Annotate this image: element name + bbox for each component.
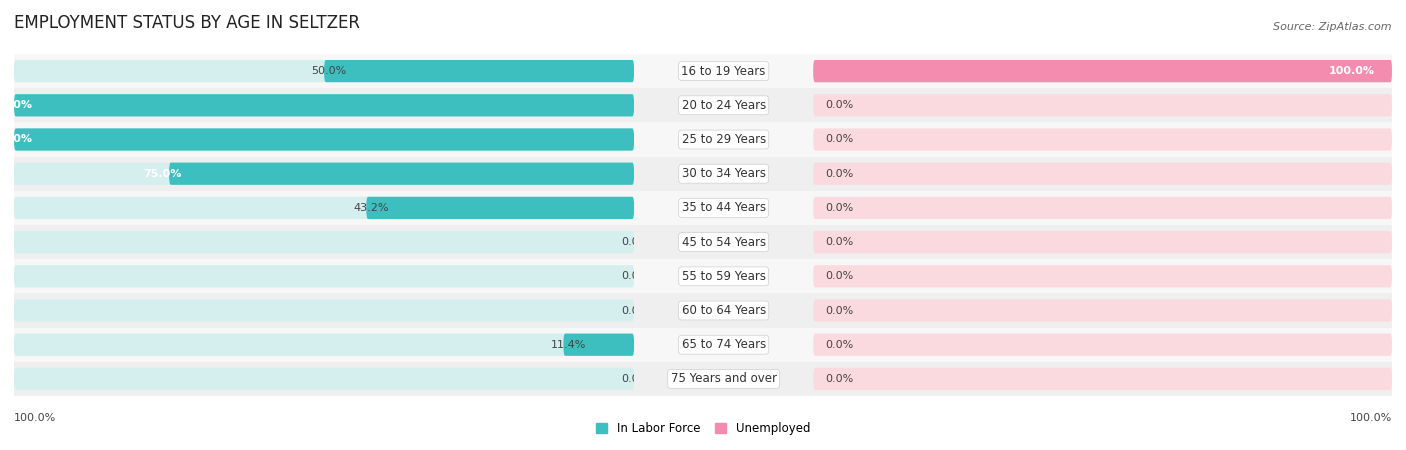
- Text: 60 to 64 Years: 60 to 64 Years: [682, 304, 766, 317]
- FancyBboxPatch shape: [169, 162, 634, 185]
- Text: 100.0%: 100.0%: [14, 413, 56, 423]
- Bar: [813, 259, 1392, 293]
- Bar: [813, 328, 1392, 362]
- Bar: [634, 293, 813, 328]
- FancyBboxPatch shape: [14, 94, 634, 117]
- Legend: In Labor Force, Unemployed: In Labor Force, Unemployed: [591, 417, 815, 440]
- Text: 0.0%: 0.0%: [825, 237, 853, 247]
- FancyBboxPatch shape: [813, 60, 1392, 82]
- FancyBboxPatch shape: [813, 197, 1392, 219]
- Bar: [634, 328, 813, 362]
- Bar: [634, 259, 813, 293]
- FancyBboxPatch shape: [813, 333, 1392, 356]
- Text: 0.0%: 0.0%: [825, 306, 853, 315]
- FancyBboxPatch shape: [14, 231, 634, 253]
- Text: 0.0%: 0.0%: [825, 340, 853, 350]
- Text: 0.0%: 0.0%: [825, 203, 853, 213]
- Bar: [813, 157, 1392, 191]
- Bar: [14, 293, 634, 328]
- Bar: [813, 362, 1392, 396]
- FancyBboxPatch shape: [813, 60, 1392, 82]
- FancyBboxPatch shape: [813, 299, 1392, 322]
- Bar: [14, 328, 634, 362]
- Bar: [634, 157, 813, 191]
- Text: 50.0%: 50.0%: [312, 66, 347, 76]
- Bar: [634, 88, 813, 122]
- Bar: [14, 362, 634, 396]
- Text: 0.0%: 0.0%: [621, 271, 650, 281]
- Bar: [813, 88, 1392, 122]
- FancyBboxPatch shape: [366, 197, 634, 219]
- Text: 20 to 24 Years: 20 to 24 Years: [682, 99, 766, 112]
- Text: 0.0%: 0.0%: [621, 237, 650, 247]
- Bar: [14, 122, 634, 157]
- FancyBboxPatch shape: [14, 162, 634, 185]
- FancyBboxPatch shape: [14, 333, 634, 356]
- Text: 100.0%: 100.0%: [0, 100, 32, 110]
- Text: 75.0%: 75.0%: [143, 169, 181, 179]
- Bar: [634, 54, 813, 88]
- FancyBboxPatch shape: [813, 231, 1392, 253]
- Bar: [14, 54, 634, 88]
- Bar: [14, 225, 634, 259]
- Text: 0.0%: 0.0%: [621, 374, 650, 384]
- Text: 16 to 19 Years: 16 to 19 Years: [682, 65, 766, 77]
- FancyBboxPatch shape: [564, 333, 634, 356]
- Text: 0.0%: 0.0%: [825, 135, 853, 144]
- FancyBboxPatch shape: [14, 128, 634, 151]
- FancyBboxPatch shape: [813, 94, 1392, 117]
- FancyBboxPatch shape: [813, 368, 1392, 390]
- FancyBboxPatch shape: [14, 197, 634, 219]
- Text: 0.0%: 0.0%: [825, 374, 853, 384]
- Text: 100.0%: 100.0%: [1350, 413, 1392, 423]
- Bar: [813, 225, 1392, 259]
- FancyBboxPatch shape: [14, 94, 634, 117]
- Text: 0.0%: 0.0%: [825, 169, 853, 179]
- FancyBboxPatch shape: [14, 265, 634, 288]
- Text: 0.0%: 0.0%: [825, 271, 853, 281]
- Text: EMPLOYMENT STATUS BY AGE IN SELTZER: EMPLOYMENT STATUS BY AGE IN SELTZER: [14, 14, 360, 32]
- FancyBboxPatch shape: [813, 128, 1392, 151]
- Text: 35 to 44 Years: 35 to 44 Years: [682, 202, 766, 214]
- Text: 75 Years and over: 75 Years and over: [671, 373, 776, 385]
- Text: 0.0%: 0.0%: [621, 306, 650, 315]
- Bar: [14, 157, 634, 191]
- Bar: [813, 122, 1392, 157]
- Bar: [813, 191, 1392, 225]
- Bar: [14, 191, 634, 225]
- FancyBboxPatch shape: [14, 60, 634, 82]
- Bar: [813, 293, 1392, 328]
- FancyBboxPatch shape: [813, 162, 1392, 185]
- Bar: [634, 225, 813, 259]
- FancyBboxPatch shape: [323, 60, 634, 82]
- Text: 45 to 54 Years: 45 to 54 Years: [682, 236, 766, 248]
- Bar: [14, 259, 634, 293]
- Bar: [14, 88, 634, 122]
- Text: 65 to 74 Years: 65 to 74 Years: [682, 338, 766, 351]
- FancyBboxPatch shape: [14, 368, 634, 390]
- FancyBboxPatch shape: [813, 265, 1392, 288]
- Text: 43.2%: 43.2%: [354, 203, 389, 213]
- Text: 30 to 34 Years: 30 to 34 Years: [682, 167, 766, 180]
- Bar: [813, 54, 1392, 88]
- Text: 100.0%: 100.0%: [0, 135, 32, 144]
- Text: 100.0%: 100.0%: [1329, 66, 1375, 76]
- Text: 55 to 59 Years: 55 to 59 Years: [682, 270, 766, 283]
- FancyBboxPatch shape: [14, 128, 634, 151]
- Text: 0.0%: 0.0%: [825, 100, 853, 110]
- Text: Source: ZipAtlas.com: Source: ZipAtlas.com: [1274, 22, 1392, 32]
- Text: 25 to 29 Years: 25 to 29 Years: [682, 133, 766, 146]
- Text: 11.4%: 11.4%: [551, 340, 586, 350]
- Bar: [634, 191, 813, 225]
- Bar: [634, 122, 813, 157]
- FancyBboxPatch shape: [14, 299, 634, 322]
- Bar: [634, 362, 813, 396]
